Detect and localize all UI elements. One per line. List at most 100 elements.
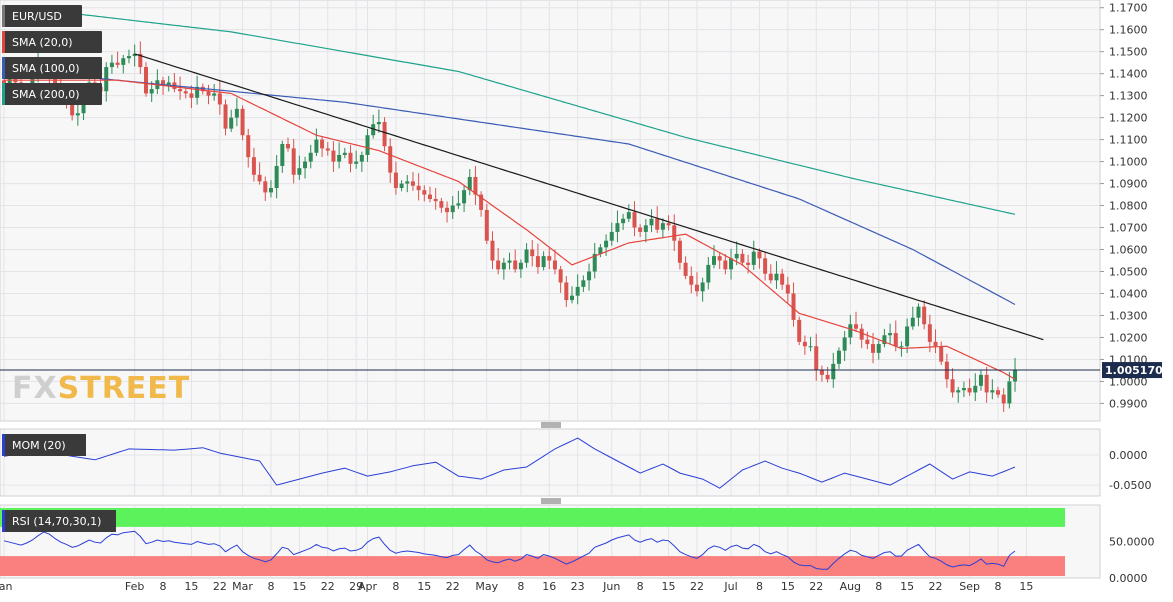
y-tick-label: 1.1400: [1109, 68, 1148, 81]
y-tick-label: 1.0600: [1109, 244, 1148, 257]
candle: [132, 53, 137, 57]
mom-color-marker: [2, 434, 5, 456]
indicator-label-bg: [2, 31, 102, 53]
rsi-tick-label: 50.0000: [1109, 536, 1155, 549]
mom-label-text: MOM (20): [12, 439, 66, 452]
candle: [337, 154, 342, 162]
candle: [842, 337, 847, 351]
indicator-label-text: SMA (100,0): [12, 62, 80, 75]
mom-label[interactable]: MOM (20): [2, 434, 86, 456]
indicator-label[interactable]: EUR/USD: [2, 5, 82, 27]
candle: [183, 91, 188, 94]
candle: [751, 251, 756, 265]
y-tick-label: 1.0400: [1109, 287, 1148, 300]
candle: [655, 218, 660, 230]
rsi-label[interactable]: RSI (14,70,30,1): [2, 510, 116, 532]
candle: [229, 117, 234, 129]
candle: [575, 286, 580, 296]
rsi-overbought-band: [0, 508, 1065, 527]
y-tick-label: 1.0000: [1109, 375, 1148, 388]
trendline: [134, 53, 1044, 341]
x-tick-label: Apr: [358, 580, 378, 593]
x-tick-label: 16: [542, 580, 556, 593]
x-tick-label: 22: [213, 580, 227, 593]
candle: [70, 100, 75, 116]
sma20-line: [4, 79, 1016, 380]
candle: [399, 183, 404, 188]
candle: [291, 148, 296, 175]
watermark-logo: FXSTREET: [12, 371, 190, 406]
y-tick-label: 0.9900: [1109, 397, 1148, 410]
indicator-label-bg: [2, 5, 82, 27]
candle: [757, 251, 762, 259]
candle: [694, 284, 699, 292]
x-tick-label: Jul: [723, 580, 737, 593]
x-tick-label: Feb: [125, 580, 144, 593]
candle: [621, 218, 626, 224]
rsi-color-marker: [2, 510, 5, 532]
candle: [7, 78, 12, 87]
y-tick-label: 1.0200: [1109, 331, 1148, 344]
candle: [303, 161, 308, 169]
indicator-label-bg: [2, 83, 102, 105]
candle: [910, 317, 915, 327]
candle: [371, 124, 376, 136]
candle: [859, 328, 864, 340]
candle: [30, 73, 35, 92]
candle: [166, 82, 171, 85]
indicator-label[interactable]: SMA (20,0): [2, 31, 102, 53]
candle: [217, 93, 222, 105]
x-tick-label: Jan: [0, 580, 13, 593]
indicator-color-marker: [2, 83, 5, 105]
y-tick-label: 1.1600: [1109, 24, 1148, 37]
candle: [961, 388, 966, 391]
candle: [882, 335, 887, 345]
x-tick-label: 15: [900, 580, 914, 593]
y-tick-label: 1.1100: [1109, 134, 1148, 147]
candle: [723, 260, 728, 270]
x-tick-label: 8: [267, 580, 274, 593]
x-tick-label: 15: [1019, 580, 1033, 593]
candle: [734, 253, 739, 259]
candle: [251, 157, 256, 175]
candle: [956, 390, 961, 393]
candle: [308, 152, 313, 162]
candle: [660, 223, 665, 230]
indicator-color-marker: [2, 31, 5, 53]
x-tick-label: 22: [690, 580, 704, 593]
candle: [677, 240, 682, 263]
candle: [581, 280, 586, 287]
candle: [450, 205, 455, 213]
x-tick-label: May: [475, 580, 498, 593]
candle: [570, 295, 574, 301]
candle: [365, 135, 370, 155]
indicator-label[interactable]: SMA (100,0): [2, 57, 102, 79]
y-tick-label: 1.1200: [1109, 112, 1148, 125]
sma100-line: [3, 68, 1016, 306]
panel-resize-handle[interactable]: [541, 498, 561, 504]
x-tick-label: 15: [662, 580, 676, 593]
candle: [234, 108, 239, 118]
candle: [626, 212, 631, 219]
candle: [854, 324, 858, 329]
panel-resize-handle[interactable]: [541, 422, 561, 428]
x-tick-label: Aug: [840, 580, 861, 593]
candle: [212, 93, 217, 96]
candle: [479, 194, 484, 210]
indicator-label-bg: [2, 57, 102, 79]
candle: [905, 326, 910, 347]
current-price-value: 1.005170: [1105, 364, 1163, 377]
candle: [899, 346, 904, 348]
candle: [53, 78, 58, 85]
candle: [223, 104, 228, 129]
candle: [524, 249, 529, 263]
indicator-label[interactable]: SMA (200,0): [2, 83, 102, 105]
candle: [484, 209, 489, 241]
candle: [689, 275, 694, 285]
x-tick-label: 22: [446, 580, 460, 593]
candle: [507, 260, 512, 263]
candle: [416, 185, 421, 191]
candle: [189, 93, 194, 98]
candle: [376, 122, 381, 125]
y-tick-label: 1.1700: [1109, 2, 1148, 15]
